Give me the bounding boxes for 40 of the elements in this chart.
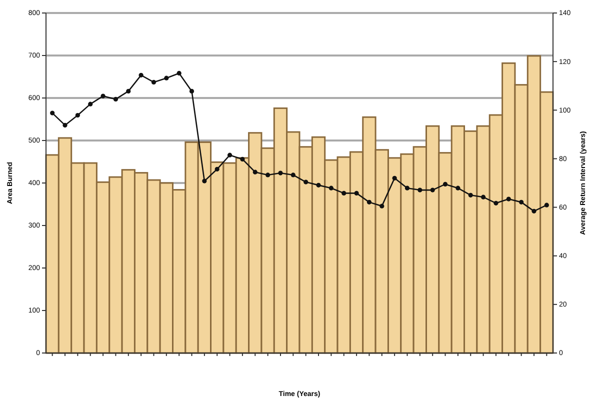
point	[88, 102, 93, 106]
point	[100, 94, 106, 98]
point	[278, 170, 283, 176]
point	[164, 76, 169, 80]
point	[404, 186, 410, 190]
point	[176, 70, 182, 76]
point	[468, 192, 473, 198]
point	[519, 200, 524, 204]
point	[494, 200, 498, 206]
point	[304, 180, 308, 184]
point	[113, 96, 118, 102]
point	[62, 122, 68, 128]
point	[442, 182, 448, 187]
point	[328, 186, 334, 190]
point	[366, 200, 372, 204]
point	[342, 190, 346, 196]
point	[418, 188, 422, 192]
point	[532, 208, 536, 214]
point	[50, 110, 55, 116]
point	[316, 182, 321, 188]
point	[480, 194, 486, 200]
point	[138, 72, 144, 78]
point	[151, 80, 156, 85]
point	[380, 204, 384, 208]
point	[456, 186, 460, 190]
point	[126, 88, 131, 94]
point	[240, 156, 245, 162]
point	[430, 188, 435, 192]
point	[544, 202, 549, 208]
point	[214, 166, 220, 172]
point	[189, 88, 194, 94]
point	[354, 190, 359, 196]
point	[506, 196, 511, 202]
point	[75, 112, 80, 118]
point	[266, 172, 270, 178]
point	[290, 172, 296, 178]
point	[252, 170, 258, 174]
point	[227, 152, 232, 158]
point	[202, 178, 207, 184]
point	[392, 176, 397, 180]
